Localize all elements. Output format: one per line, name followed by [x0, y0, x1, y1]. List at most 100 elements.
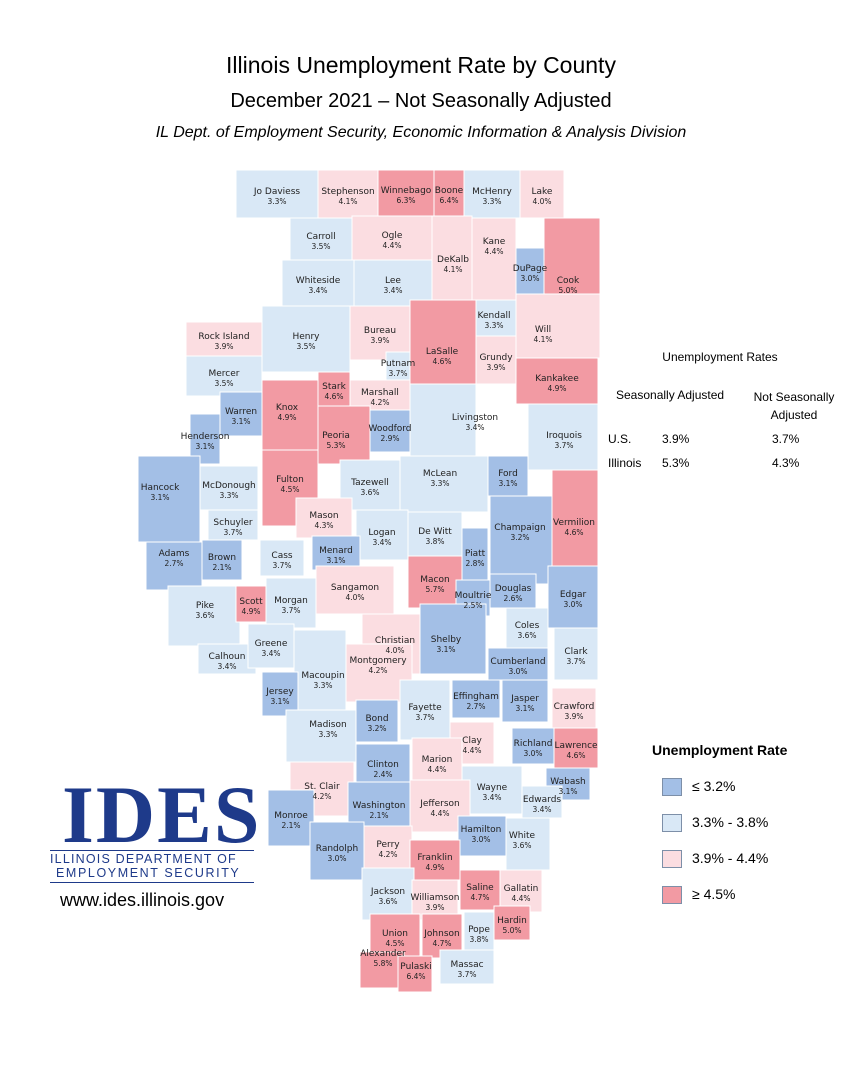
county-saline [459, 869, 501, 911]
county-value-woodford: 2.9% [380, 434, 399, 443]
county-label-schuyler: Schuyler [213, 518, 252, 528]
county-mason [295, 497, 353, 539]
county-marshall [349, 379, 411, 411]
county-clark [553, 627, 599, 681]
county-value-dekalb: 4.1% [443, 265, 462, 274]
county-massac [439, 949, 495, 985]
county-label-kane: Kane [483, 237, 506, 247]
county-value-vermilion: 4.6% [564, 528, 583, 537]
county-label-livingston: Livingston [452, 413, 498, 423]
county-label-henry: Henry [292, 332, 320, 342]
rates-row-illinois-nsa: 4.3% [772, 456, 800, 470]
county-label-shelby: Shelby [431, 635, 462, 645]
county-value-mcdonough: 3.3% [219, 491, 238, 500]
county-value-tazewell: 3.6% [360, 488, 379, 497]
county-label-wayne: Wayne [477, 783, 508, 793]
rates-table-heading: Unemployment Rates [662, 350, 778, 364]
county-brown [201, 539, 243, 581]
county-label-ford: Ford [498, 469, 518, 479]
county-label-fulton: Fulton [276, 475, 304, 485]
county-label-henderson: Henderson [181, 432, 230, 442]
legend-swatch-low [662, 778, 682, 796]
county-lawrence [553, 727, 599, 769]
county-value-union: 4.5% [385, 939, 404, 948]
county-label-clark: Clark [564, 647, 588, 657]
county-label-marion: Marion [422, 755, 453, 765]
county-kankakee [515, 357, 599, 405]
county-value-macoupin: 3.3% [313, 681, 332, 690]
county-union [369, 913, 421, 959]
county-value-edgar: 3.0% [563, 600, 582, 609]
county-label-washington: Washington [353, 801, 406, 811]
county-value-boone: 6.4% [439, 196, 458, 205]
county-cass [259, 539, 305, 577]
county-value-gallatin: 4.4% [511, 894, 530, 903]
county-value-putnam: 3.7% [388, 369, 407, 378]
county-champaign [489, 495, 553, 585]
county-label-alexander: Alexander [360, 949, 406, 959]
county-label-johnson: Johnson [423, 929, 459, 939]
county-value-mercer: 3.5% [214, 379, 233, 388]
county-label-kankakee: Kankakee [535, 374, 579, 384]
county-value-macon: 5.7% [425, 585, 444, 594]
logo-rule-top [50, 850, 254, 851]
county-label-bond: Bond [365, 714, 388, 724]
county-coles [505, 607, 549, 649]
county-mchenry [463, 169, 521, 219]
county-value-stephenson: 4.1% [338, 197, 357, 206]
county-value-kane: 4.4% [484, 247, 503, 256]
county-hamilton [457, 815, 507, 857]
county-value-stark: 4.6% [324, 392, 343, 401]
county-label-hamilton: Hamilton [461, 825, 502, 835]
county-randolph [309, 821, 365, 881]
rates-row-illinois-label: Illinois [608, 456, 642, 470]
county-value-pulaski: 6.4% [406, 972, 425, 981]
county-piatt [461, 527, 489, 585]
county-macoupin [293, 629, 347, 711]
county-label-crawford: Crawford [554, 702, 595, 712]
county-richland [511, 727, 555, 765]
county-marion [411, 737, 463, 787]
county-value-wayne: 3.4% [482, 793, 501, 802]
county-value-alexander: 5.8% [373, 959, 392, 968]
county-label-knox: Knox [276, 403, 299, 413]
county-label-pulaski: Pulaski [400, 962, 431, 972]
county-henry [261, 305, 351, 373]
county-label-marshall: Marshall [361, 388, 399, 398]
county-label-mason: Mason [309, 511, 338, 521]
county-value-edwards: 3.4% [532, 805, 551, 814]
county-perry [363, 825, 413, 869]
legend-swatch-high [662, 886, 682, 904]
county-label-williamson: Williamson [411, 893, 460, 903]
county-stephenson [317, 169, 379, 219]
county-value-jackson: 3.6% [378, 897, 397, 906]
county-label-fayette: Fayette [408, 703, 442, 713]
county-value-lake: 4.0% [532, 197, 551, 206]
county-label-will: Will [535, 325, 551, 335]
county-label-clinton: Clinton [367, 760, 399, 770]
county-label-jo-daviess: Jo Daviess [253, 187, 301, 197]
county-value-montgomery: 4.2% [368, 666, 387, 675]
county-monroe [267, 789, 315, 847]
rates-row-us-label: U.S. [608, 432, 632, 446]
county-label-rock-island: Rock Island [198, 332, 249, 342]
county-label-whiteside: Whiteside [296, 276, 341, 286]
county-label-vermilion: Vermilion [553, 518, 595, 528]
county-value-jersey: 3.1% [270, 697, 289, 706]
county-edwards [521, 785, 563, 819]
county-grundy [475, 335, 517, 385]
county-label-cass: Cass [271, 551, 292, 561]
county-label-lee: Lee [385, 276, 401, 286]
county-value-wabash: 3.1% [558, 787, 577, 796]
county-label-stephenson: Stephenson [321, 187, 374, 197]
county-value-logan: 3.4% [372, 538, 391, 547]
county-label-effingham: Effingham [453, 692, 499, 702]
county-alexander [359, 951, 405, 989]
county-lake [519, 169, 565, 219]
county-mercer [185, 355, 263, 397]
county-edgar [547, 565, 599, 629]
county-value-sangamon: 4.0% [345, 593, 364, 602]
county-label-iroquois: Iroquois [546, 431, 582, 441]
county-label-cumberland: Cumberland [490, 657, 545, 667]
